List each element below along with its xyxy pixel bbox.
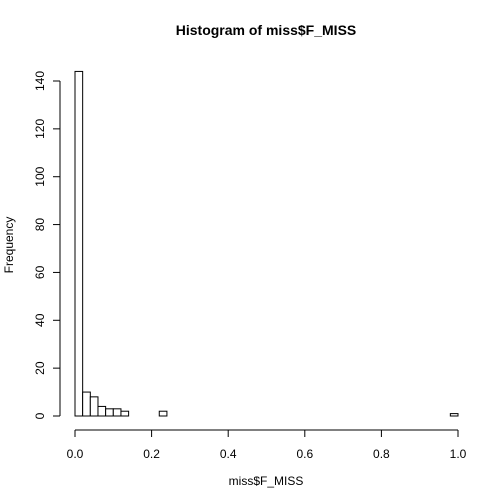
y-tick-label: 0 — [33, 412, 47, 419]
histogram-bar — [97, 405, 107, 417]
x-tick-label: 0.2 — [143, 447, 160, 461]
histogram-bar — [89, 396, 99, 417]
x-tick-label: 1.0 — [450, 447, 467, 461]
y-tick-label: 120 — [33, 119, 47, 139]
y-tick-label: 100 — [33, 166, 47, 186]
x-tick-label: 0.6 — [296, 447, 313, 461]
x-axis: 0.0 0.2 0.4 0.6 0.8 1.0 — [67, 429, 467, 461]
x-tick-label: 0.4 — [220, 447, 237, 461]
y-tick-label: 80 — [33, 218, 47, 232]
chart-title: Histogram of miss$F_MISS — [176, 22, 357, 38]
histogram-bar — [158, 410, 168, 417]
y-tick-label: 60 — [33, 265, 47, 279]
y-tick-label: 40 — [33, 313, 47, 327]
histogram-bar — [74, 70, 84, 417]
x-tick-label: 0.0 — [67, 447, 84, 461]
histogram-bar — [449, 413, 459, 417]
histogram-bar — [120, 410, 130, 417]
histogram-bar — [112, 408, 122, 417]
x-axis-label: miss$F_MISS — [229, 474, 304, 488]
y-axis: 0 20 40 60 80 100 120 140 — [33, 71, 61, 419]
histogram-bar — [105, 408, 114, 417]
x-tick-label: 0.8 — [373, 447, 390, 461]
bars-group — [74, 70, 459, 417]
histogram-bar — [82, 391, 91, 417]
y-axis-label: Frequency — [2, 217, 16, 274]
y-tick-label: 20 — [33, 361, 47, 375]
y-tick-label: 140 — [33, 71, 47, 91]
